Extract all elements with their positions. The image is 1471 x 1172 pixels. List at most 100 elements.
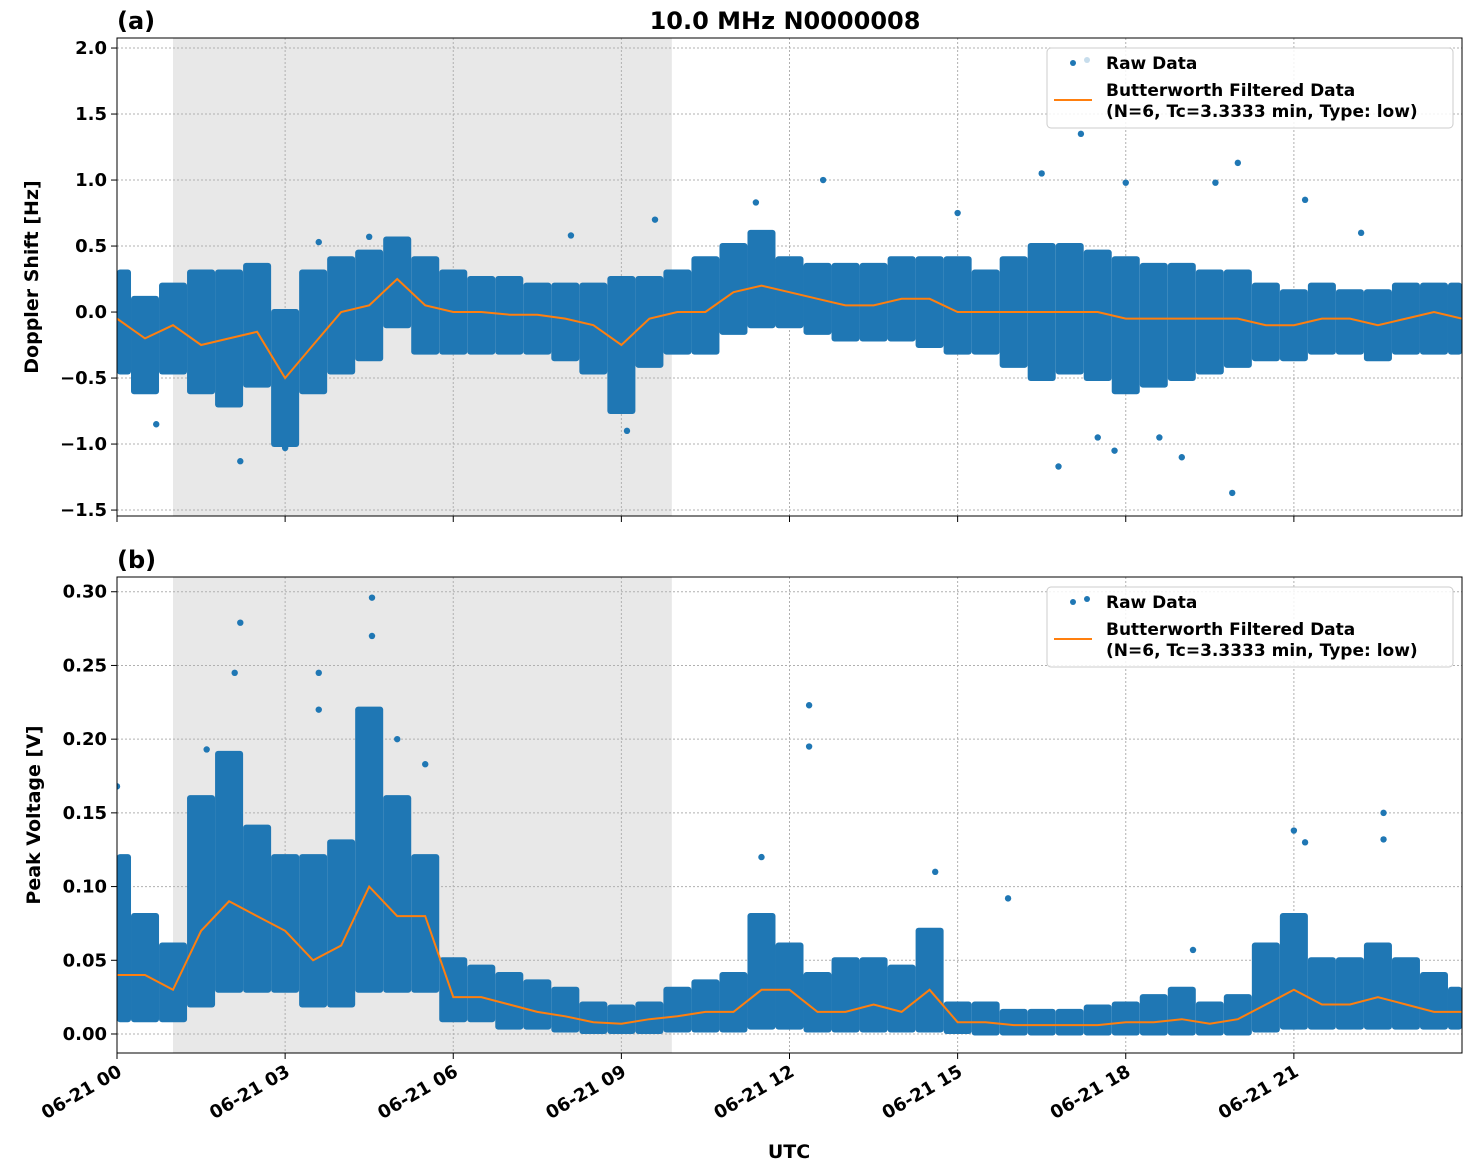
y-tick-label: 0.00 — [63, 1024, 107, 1045]
legend-raw-marker — [1084, 596, 1090, 602]
raw-data-band — [1139, 262, 1168, 388]
raw-data-band — [327, 256, 356, 375]
raw-data-band — [187, 269, 216, 395]
raw-data-band — [1111, 1001, 1140, 1036]
raw-data-point — [365, 233, 373, 241]
y-tick-label: 0.0 — [75, 302, 107, 323]
raw-data-band — [607, 1004, 636, 1035]
raw-data-point — [1038, 170, 1045, 177]
y-tick-label: 1.5 — [75, 104, 107, 125]
raw-data-point — [1380, 809, 1387, 817]
raw-data-point — [752, 199, 760, 206]
raw-data-point — [1290, 827, 1298, 834]
legend-filtered-params: (N=6, Tc=3.3333 min, Type: low) — [1106, 641, 1418, 661]
raw-data-band — [635, 1001, 664, 1035]
y-tick-label: 2.0 — [75, 38, 107, 59]
raw-data-band — [1447, 986, 1462, 1030]
x-tick-label: 06-21 00 — [38, 1061, 125, 1124]
raw-data-band — [467, 964, 496, 1023]
raw-data-band — [747, 229, 776, 329]
y-tick-label: 0.20 — [63, 729, 107, 750]
legend-filtered-params: (N=6, Tc=3.3333 min, Type: low) — [1106, 102, 1418, 122]
raw-data-point — [1055, 463, 1062, 470]
x-tick-label: 06-21 03 — [206, 1061, 293, 1124]
raw-data-band — [1083, 249, 1112, 382]
raw-data-point — [651, 216, 659, 223]
legend-raw-marker — [1084, 57, 1090, 63]
raw-data-point — [237, 458, 244, 465]
x-tick-label: 06-21 21 — [1215, 1061, 1302, 1124]
raw-data-band — [383, 795, 412, 993]
x-tick-label: 06-21 18 — [1047, 1061, 1134, 1124]
raw-data-band — [117, 269, 132, 375]
raw-data-band — [299, 854, 328, 1008]
legend-raw-marker — [1070, 599, 1076, 605]
raw-data-point — [1234, 159, 1242, 167]
raw-data-band — [579, 282, 608, 375]
chart-title: 10.0 MHz N0000008 — [650, 7, 921, 35]
filtered-data-line — [117, 884, 1462, 1027]
raw-data-band — [523, 979, 552, 1030]
raw-data-band — [467, 276, 496, 355]
raw-data-band — [635, 276, 664, 368]
raw-data-point — [1094, 434, 1101, 441]
y-tick-label: 0.25 — [63, 655, 107, 676]
raw-data-band — [1391, 957, 1420, 1030]
raw-data-point — [117, 783, 121, 790]
raw-data-band — [1307, 957, 1336, 1030]
raw-data-band — [943, 1001, 972, 1035]
raw-data-band — [943, 256, 972, 355]
ylabel-a: Doppler Shift [Hz] — [21, 180, 43, 373]
legend-raw-label: Raw Data — [1106, 54, 1197, 74]
y-tick-label: 0.10 — [63, 877, 107, 898]
legend-filtered-label: Butterworth Filtered Data — [1106, 620, 1355, 640]
raw-data-band — [131, 295, 160, 395]
panel-label-a: (a) — [117, 7, 155, 35]
raw-data-point — [231, 669, 238, 677]
y-tick-label: 0.05 — [63, 950, 107, 971]
raw-data-band — [1419, 972, 1448, 1030]
raw-data-point — [1301, 839, 1309, 846]
raw-data-point — [805, 743, 813, 750]
raw-data-band — [551, 986, 580, 1033]
y-tick-label: 0.30 — [63, 582, 107, 603]
raw-data-point — [758, 853, 765, 861]
raw-data-band — [691, 256, 720, 355]
panel-a: −1.5 −1.0 −0.5 0.0 0.5 1.0 1.5 2.0 Raw Data Butte… — [60, 37, 1463, 522]
legend-raw-label: Raw Data — [1106, 593, 1197, 613]
y-tick-label: −0.5 — [60, 368, 107, 389]
raw-data-point — [1156, 434, 1163, 441]
legend-box — [1046, 586, 1454, 668]
raw-data-band — [1167, 262, 1196, 382]
raw-data-point — [932, 868, 939, 876]
raw-data-band — [1251, 942, 1280, 1033]
raw-data-band — [887, 964, 916, 1033]
raw-data-band — [859, 957, 888, 1033]
raw-data-point — [1189, 946, 1197, 954]
plot-area — [117, 130, 1462, 497]
raw-data-point — [315, 669, 322, 677]
legend-filtered-label: Butterworth Filtered Data — [1106, 81, 1355, 101]
raw-data-band — [1363, 942, 1392, 1030]
raw-data-point — [368, 594, 376, 601]
raw-data-point — [394, 735, 401, 743]
y-tick-label: −1.5 — [60, 500, 107, 521]
raw-data-band — [803, 972, 832, 1033]
y-tick-label: 0.15 — [63, 803, 107, 824]
raw-data-point — [1111, 447, 1118, 454]
x-tick-label: 06-21 15 — [879, 1061, 966, 1124]
x-tick-label: 06-21 06 — [374, 1061, 461, 1124]
panel-b: 0.00 0.05 0.10 0.15 0.20 0.25 0.30 06-21 00 06-2… — [38, 576, 1463, 1124]
raw-data-point — [623, 427, 631, 435]
ylabel-b: Peak Voltage [V] — [23, 725, 45, 904]
raw-data-point — [315, 706, 322, 713]
raw-data-band — [1251, 282, 1280, 362]
raw-data-band — [1335, 957, 1364, 1030]
x-tick-label: 06-21 09 — [542, 1061, 629, 1124]
raw-data-band — [1195, 269, 1224, 375]
raw-data-point — [422, 761, 429, 768]
raw-data-point — [281, 444, 289, 452]
raw-data-point — [315, 238, 322, 246]
raw-data-band — [215, 750, 244, 993]
